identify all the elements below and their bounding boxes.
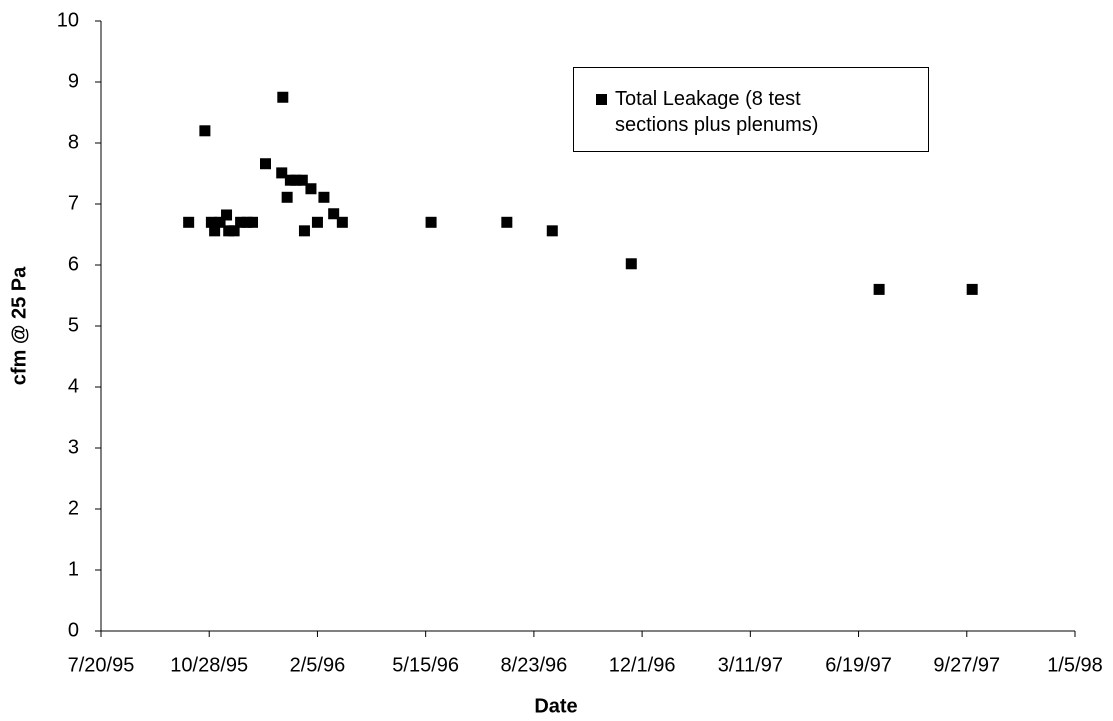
data-point [259,158,271,170]
data-point [228,225,240,237]
data-point [425,216,437,228]
x-tick-label: 6/19/97 [825,654,892,676]
data-point [214,216,226,228]
x-tick-label: 12/1/96 [609,654,676,676]
data-point [328,208,340,220]
data-point [209,225,221,237]
data-point [199,125,211,137]
data-point [183,216,195,228]
data-point [221,209,233,221]
x-tick-label: 10/28/95 [170,654,248,676]
x-axis-title: Date [534,695,577,717]
x-tick-label: 5/15/96 [392,654,459,676]
y-tick-label: 6 [68,253,79,275]
data-point [290,174,302,186]
x-tick-label: 2/5/96 [290,654,346,676]
x-tick-label: 8/23/96 [501,654,568,676]
legend-label: Total Leakage (8 test sections plus plen… [615,88,819,136]
data-point [625,258,637,270]
data-point [501,216,513,228]
y-axis-title: cfm @ 25 Pa [8,266,30,385]
data-point [305,183,317,195]
data-point [281,191,293,203]
data-point [311,216,323,228]
y-tick-label: 5 [68,314,79,336]
data-point [873,283,885,295]
y-tick-label: 2 [68,497,79,519]
y-tick-label: 1 [68,558,79,580]
data-point [298,225,310,237]
y-tick-label: 3 [68,436,79,458]
data-point [546,225,558,237]
y-tick-label: 8 [68,131,79,153]
y-tick-label: 9 [68,70,79,92]
y-tick-label: 7 [68,192,79,214]
y-tick-label: 10 [57,9,79,31]
legend-marker [596,94,607,105]
x-tick-label: 1/5/98 [1047,654,1103,676]
data-point [966,283,978,295]
data-point [336,216,348,228]
data-point [276,167,288,179]
data-point [247,216,259,228]
x-tick-label: 9/27/97 [933,654,1000,676]
x-tick-label: 7/20/95 [68,654,135,676]
x-tick-label: 3/11/97 [718,654,783,676]
data-point [205,216,217,228]
y-tick-label: 0 [68,619,79,641]
data-point [318,191,330,203]
data-point [296,174,308,186]
legend: Total Leakage (8 test sections plus plen… [573,67,929,152]
data-point [235,216,247,228]
data-point [277,91,289,103]
y-tick-label: 4 [68,375,79,397]
